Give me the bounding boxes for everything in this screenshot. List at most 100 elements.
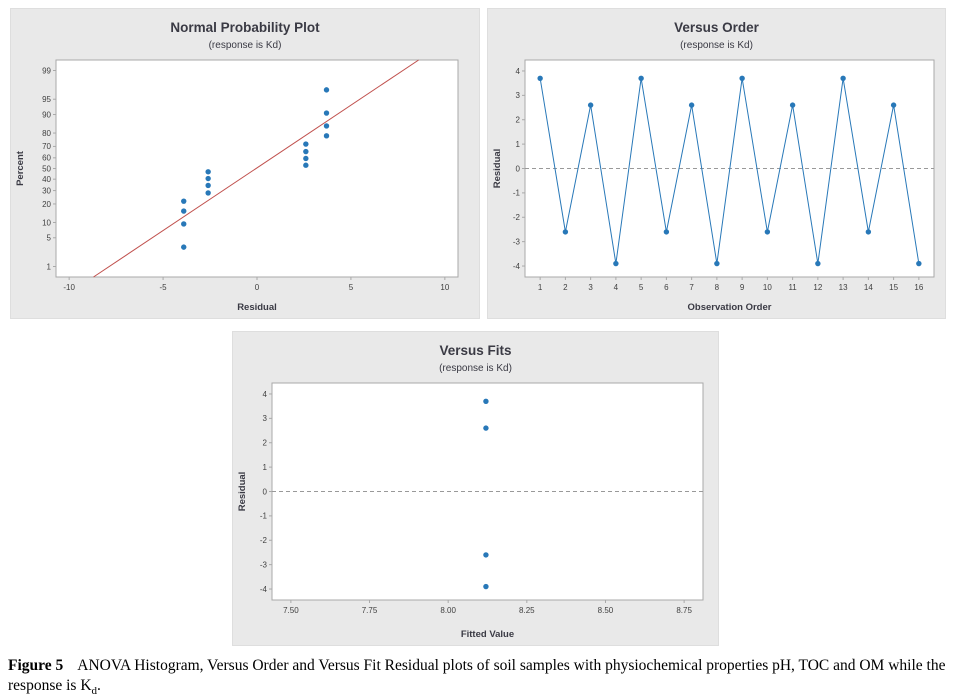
chart-normal-probability-plot: Normal Probability Plot (response is Kd) -… [10,8,480,319]
chart-versus-order: Versus Order (response is Kd) 1 2 3 4 5 6 7 8 9 10 1… [487,8,946,319]
data-point [537,75,543,81]
x-tick-label: 8.75 [676,606,692,615]
versus-fits-svg: Versus Fits (response is Kd) 7.50 7.75 8.00 8… [237,343,704,640]
chart-title: Versus Fits [439,343,511,358]
data-point [323,123,330,129]
x-tick-label: -10 [63,283,75,292]
data-point [865,229,872,235]
y-tick-label: 5 [47,234,52,243]
chart-subtitle: (response is Kd) [439,363,512,374]
y-tick-label: 1 [47,262,52,271]
y-tick-label: -4 [260,585,268,594]
y-tick-label: 2 [516,116,521,125]
x-tick-label: 7.75 [362,606,378,615]
data-point [663,229,670,235]
y-tick-label: 4 [263,390,268,399]
data-point [764,229,771,235]
data-point [638,75,644,81]
figure-caption-period: . [97,677,101,695]
x-tick-label: 9 [740,283,745,292]
y-tick-label: 20 [42,200,51,209]
data-point [323,110,330,116]
y-tick-label: 3 [516,91,521,100]
data-point [181,208,187,214]
normal-fit-line [93,59,419,278]
plot-area [55,59,459,278]
data-point [205,182,211,189]
chart-title: Normal Probability Plot [170,20,320,35]
x-axis-label: Residual [237,302,277,313]
data-point [840,75,846,81]
data-point [303,162,309,168]
x-tick-label: 7 [689,283,694,292]
data-point [562,229,569,235]
x-tick-label: 15 [889,283,898,292]
x-tick-label: 14 [864,283,873,292]
data-point [303,148,309,155]
y-tick-label: 30 [42,186,51,195]
data-point [916,260,922,267]
x-tick-label: 8.50 [598,606,614,615]
data-point [714,260,720,267]
x-tick-label: 3 [588,283,593,292]
y-tick-label: -1 [260,512,268,521]
chart-versus-fits: Versus Fits (response is Kd) 7.50 7.75 8.00 8… [232,331,719,646]
y-tick-label: -4 [513,262,521,271]
figure-caption-text: ANOVA Histogram, Versus Order and Versus… [8,657,946,695]
y-tick-label: 80 [42,129,51,138]
x-tick-label: 8.25 [519,606,535,615]
y-tick-label: 70 [42,142,51,151]
y-tick-label: -2 [513,213,521,222]
normal-probability-plot-svg: Normal Probability Plot (response is Kd) -… [15,20,459,313]
chart-title: Versus Order [674,20,760,35]
data-point [815,260,821,267]
figure-caption-subscript: d [91,685,98,698]
data-point [587,102,594,108]
x-tick-label: 7.50 [283,606,299,615]
data-point [483,552,489,558]
data-point [205,169,211,175]
y-tick-label: 60 [42,154,51,163]
y-tick-label: 90 [42,110,51,119]
y-tick-label: -3 [260,560,268,569]
data-point [205,175,211,182]
figure-caption: Figure 5 ANOVA Histogram, Versus Order an… [8,656,950,699]
y-tick-label: -3 [513,237,521,246]
data-point [323,133,330,139]
x-tick-label: 6 [664,283,669,292]
y-axis-label: Residual [492,149,503,189]
y-axis-label: Residual [237,472,248,512]
data-point [205,190,211,196]
data-point [303,141,309,147]
data-point [739,75,745,81]
y-tick-label: 99 [42,66,51,75]
data-point [303,155,309,162]
y-tick-label: 4 [516,67,521,76]
data-point [483,583,489,590]
x-tick-label: -5 [160,283,168,292]
x-tick-label: 5 [639,283,644,292]
chart-subtitle: (response is Kd) [209,40,282,51]
x-tick-label: 10 [440,283,449,292]
data-point [181,221,187,227]
y-tick-label: 0 [263,487,268,496]
data-point [181,198,187,204]
data-point [483,398,489,404]
y-tick-label: 95 [42,95,51,104]
y-tick-label: 1 [516,140,521,149]
y-tick-label: 0 [516,164,521,173]
data-point [483,425,489,431]
series-line [539,78,920,264]
y-tick-label: 2 [263,439,268,448]
chart-subtitle: (response is Kd) [680,40,753,51]
y-tick-label: -1 [513,189,521,198]
x-axis-label: Fitted Value [461,629,514,640]
x-tick-label: 5 [349,283,354,292]
x-tick-label: 4 [614,283,619,292]
x-axis-label: Observation Order [688,302,772,313]
x-tick-label: 10 [763,283,772,292]
versus-order-svg: Versus Order(response is Kd)1 2 3 4 5 6 7 8 9 10 1… [492,20,935,313]
y-tick-label: -2 [260,536,268,545]
data-point [181,244,187,250]
figure-caption-number: Figure 5 [8,657,64,674]
